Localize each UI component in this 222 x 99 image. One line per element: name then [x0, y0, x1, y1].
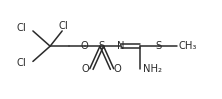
Text: O: O — [114, 64, 121, 74]
Text: NH₂: NH₂ — [143, 64, 162, 74]
Text: Cl: Cl — [16, 58, 26, 68]
Text: Cl: Cl — [59, 21, 68, 31]
Text: O: O — [81, 41, 88, 51]
Text: CH₃: CH₃ — [178, 41, 197, 51]
Text: S: S — [155, 41, 162, 51]
Text: S: S — [99, 41, 105, 51]
Text: O: O — [82, 64, 90, 74]
Text: N: N — [117, 41, 124, 51]
Text: Cl: Cl — [16, 23, 26, 33]
